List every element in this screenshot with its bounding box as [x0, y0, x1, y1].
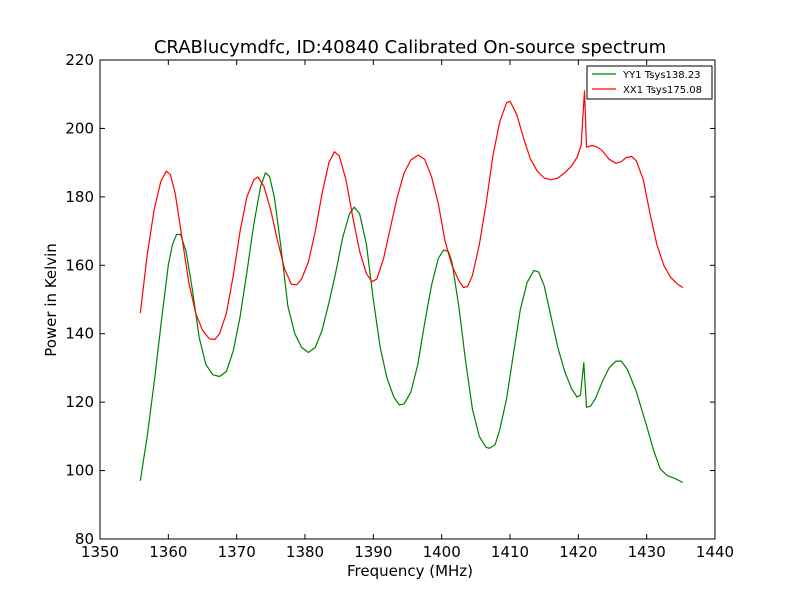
- y-tick-label: 160: [65, 256, 94, 274]
- x-tick-label: 1400: [423, 543, 461, 561]
- y-tick-label: 200: [65, 119, 94, 137]
- y-tick-label: 100: [65, 462, 94, 480]
- series-line-yy1: [139, 172, 684, 484]
- series-line-xx1: [139, 90, 684, 341]
- y-tick-label: 220: [65, 51, 94, 69]
- x-tick-label: 1350: [81, 543, 119, 561]
- series-layer: [139, 90, 684, 484]
- x-tick-label: 1430: [628, 543, 666, 561]
- legend: YY1 Tsys138.23 XX1 Tsys175.08: [586, 65, 713, 100]
- ticks-layer: 1350 1360 1370 1380 1390 1400 1410 1420 1430 1440…: [65, 51, 734, 561]
- x-tick-label: 1390: [354, 543, 392, 561]
- x-tick-label: 1370: [218, 543, 256, 561]
- x-tick-label: 1420: [559, 543, 597, 561]
- y-axis-label: Power in Kelvin: [42, 243, 60, 357]
- legend-label-yy1: YY1 Tsys138.23: [622, 70, 701, 81]
- chart-title: CRABlucymdfc, ID:40840 Calibrated On-sou…: [154, 37, 666, 58]
- y-tick-label: 120: [65, 393, 94, 411]
- y-tick-label: 180: [65, 188, 94, 206]
- legend-label-xx1: XX1 Tsys175.08: [623, 85, 702, 96]
- x-tick-label: 1380: [286, 543, 324, 561]
- legend-box: [586, 65, 713, 100]
- x-axis-label: Frequency (MHz): [347, 562, 473, 580]
- y-tick-label: 80: [75, 530, 94, 548]
- plot-frame: [99, 59, 716, 540]
- x-tick-label: 1360: [149, 543, 187, 561]
- x-tick-label: 1410: [491, 543, 529, 561]
- y-tick-label: 140: [65, 325, 94, 343]
- x-tick-label: 1440: [696, 543, 734, 561]
